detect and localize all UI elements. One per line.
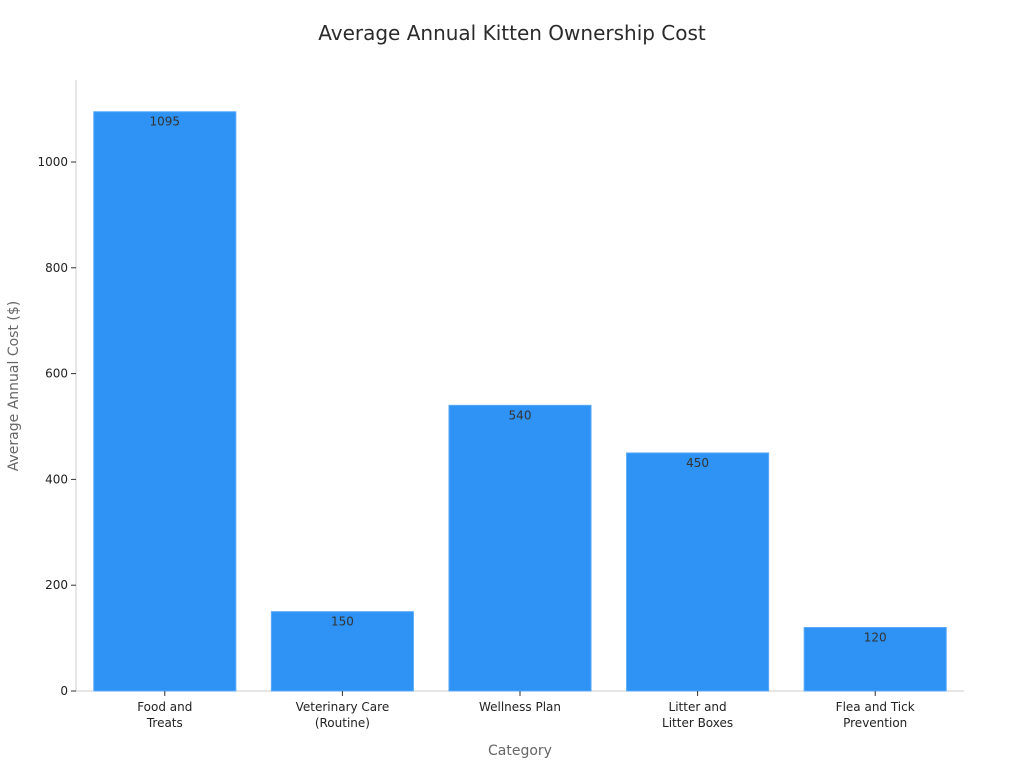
x-axis-title: Category: [488, 743, 552, 759]
bar-value-label: 150: [331, 615, 354, 629]
bar-value-label: 1095: [150, 115, 181, 129]
y-tick-label: 400: [45, 472, 68, 486]
y-axis-title: Average Annual Cost ($): [6, 301, 22, 471]
bar-value-label: 540: [509, 408, 532, 422]
y-tick-label: 600: [45, 367, 68, 381]
y-tick-label: 0: [60, 684, 68, 698]
chart-title: Average Annual Kitten Ownership Cost: [318, 21, 706, 45]
x-tick-label: Veterinary Care (Routine): [296, 700, 390, 730]
bar-value-label: 450: [686, 456, 709, 470]
y-tick-label: 800: [45, 261, 68, 275]
y-tick-label: 200: [45, 578, 68, 592]
y-tick-label: 1000: [37, 155, 68, 169]
x-tick-label: Food and Treats: [137, 700, 192, 730]
bar: [803, 627, 947, 692]
plot-area: 0 200 400 600 800 1000 1095 Food and Treats 150 Ve…: [37, 80, 964, 730]
bar-value-label: 120: [864, 631, 887, 645]
bar: [626, 452, 770, 692]
x-tick-label: Flea and Tick Prevention: [836, 700, 915, 730]
x-tick-label: Wellness Plan: [479, 700, 561, 714]
x-tick-label: Litter and Litter Boxes: [662, 700, 733, 730]
bar: [270, 611, 414, 692]
bar: [448, 404, 592, 692]
bar: [93, 111, 237, 692]
